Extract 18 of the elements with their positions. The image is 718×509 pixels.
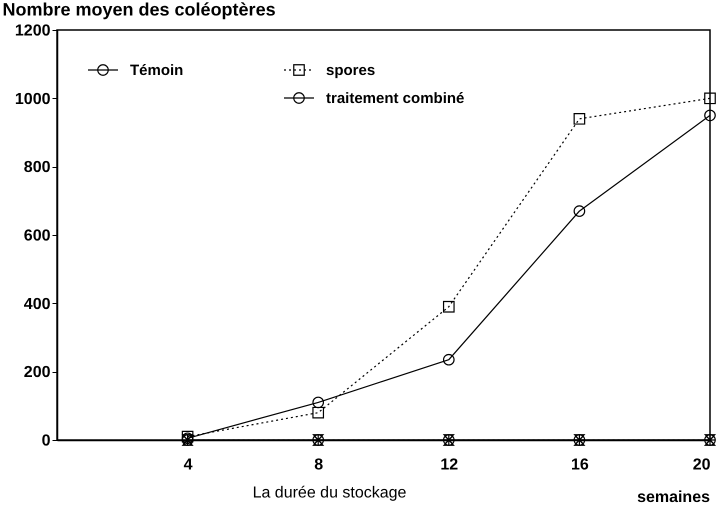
x-tick-label: 16 [571,456,589,474]
x-tick-label: 12 [440,456,458,474]
legend-label: spores [326,62,376,79]
x-tick-label: 20 [692,456,711,474]
y-tick-label: 800 [24,159,51,176]
text: semaines [637,489,710,506]
x-tick-label: 8 [314,456,324,474]
x-tick-label: 4 [184,456,193,474]
y-tick-label: 600 [24,228,51,244]
y-tick-label: 1000 [14,90,51,108]
y-tick-label: 400 [24,296,51,313]
y-tick-label: 200 [24,364,51,382]
x-axis-title: La durée du stockage [252,484,407,502]
legend-label: traitement combiné [326,90,464,107]
y-tick-label: 0 [42,432,51,450]
y-tick-label: 1200 [14,22,51,40]
legend-label: Témoin [130,62,184,79]
y-axis-title: Nombre moyen des coléoptères [2,0,276,20]
